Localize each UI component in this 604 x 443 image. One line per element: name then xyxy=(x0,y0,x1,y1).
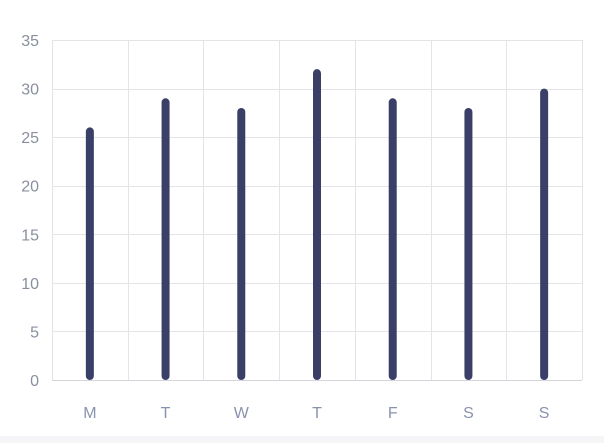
y-tick-label-10: 10 xyxy=(21,276,39,293)
y-tick-label-0: 0 xyxy=(30,373,39,390)
x-tick-label-5: S xyxy=(463,405,474,422)
x-tick-label-1: T xyxy=(161,405,171,422)
y-tick-label-20: 20 xyxy=(21,179,39,196)
y-axis-tick-labels: 0 5 10 15 20 25 30 35 xyxy=(21,33,39,390)
y-tick-label-5: 5 xyxy=(30,324,39,341)
y-tick-label-30: 30 xyxy=(21,82,39,99)
x-tick-label-0: M xyxy=(83,405,96,422)
y-tick-label-25: 25 xyxy=(21,130,39,147)
bar-series xyxy=(85,69,549,380)
x-tick-label-6: S xyxy=(539,405,550,422)
y-tick-label-35: 35 xyxy=(21,33,39,50)
bottom-band xyxy=(0,436,604,443)
y-tick-label-15: 15 xyxy=(21,227,39,244)
x-tick-label-4: F xyxy=(388,405,398,422)
x-tick-label-3: T xyxy=(312,405,322,422)
x-tick-label-2: W xyxy=(234,405,250,422)
